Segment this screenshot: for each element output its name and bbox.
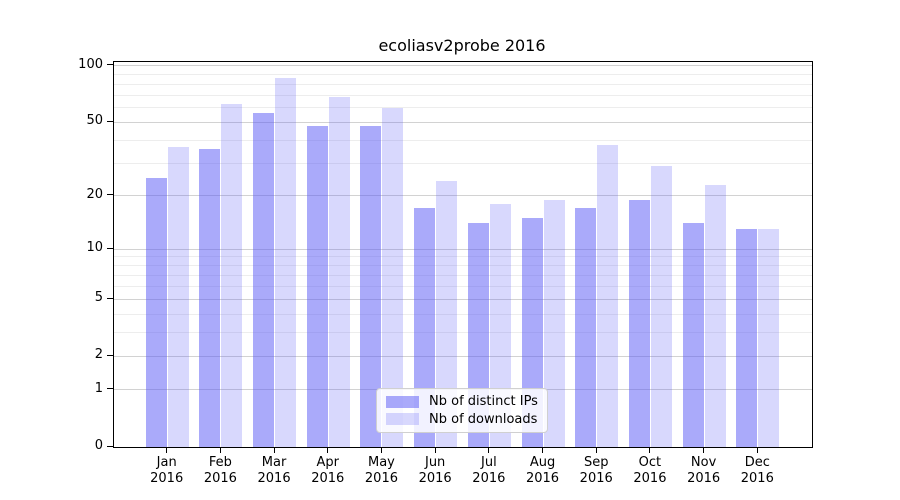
- legend-item-downloads: Nb of downloads: [386, 411, 539, 429]
- bar-downloads-may: [382, 107, 404, 447]
- x-tick-label-aug: Aug 2016: [525, 455, 560, 486]
- bar-downloads-dec: [758, 229, 780, 447]
- bar-ips-may: [360, 125, 382, 447]
- x-tick-nov: [703, 447, 705, 453]
- x-tick-label-nov: Nov 2016: [687, 455, 721, 486]
- x-tick-jul: [488, 447, 490, 453]
- gridline-major-2: [114, 355, 812, 357]
- bar-downloads-jul: [489, 203, 511, 447]
- x-tick-may: [380, 447, 382, 453]
- gridline-minor-90: [114, 74, 812, 76]
- legend-swatch-downloads: [386, 413, 419, 426]
- gridline-minor-8: [114, 265, 812, 267]
- bar-downloads-oct: [650, 166, 672, 447]
- y-tick-2: [107, 354, 113, 356]
- x-tick-label-oct: Oct 2016: [633, 455, 667, 486]
- x-tick-feb: [219, 447, 221, 453]
- x-tick-label-jan: Jan 2016: [150, 455, 184, 486]
- x-tick-oct: [649, 447, 651, 453]
- x-tick-label-may: May 2016: [364, 455, 398, 486]
- y-tick-label-10: 10: [86, 240, 103, 256]
- gridline-minor-30: [114, 162, 812, 164]
- x-tick-apr: [327, 447, 329, 453]
- gridline-major-20: [114, 195, 812, 197]
- bar-downloads-mar: [275, 78, 297, 447]
- y-tick-0: [107, 445, 113, 447]
- x-tick-jun: [434, 447, 436, 453]
- chart-title: ecoliasv2probe 2016: [378, 36, 546, 55]
- gridline-minor-7: [114, 274, 812, 276]
- legend-label-downloads: Nb of downloads: [429, 411, 538, 427]
- bar-ips-jun: [414, 208, 436, 447]
- x-tick-aug: [542, 447, 544, 453]
- x-tick-jan: [166, 447, 168, 453]
- bar-downloads-nov: [704, 184, 726, 447]
- y-tick-label-20: 20: [86, 186, 103, 202]
- legend-swatch-ips: [386, 395, 419, 408]
- gridline-minor-80: [114, 83, 812, 85]
- bar-ips-oct: [628, 199, 650, 447]
- gridline-major-50: [114, 121, 812, 123]
- x-tick-label-jul: Jul 2016: [472, 455, 506, 486]
- y-tick-label-50: 50: [86, 113, 103, 129]
- gridline-minor-3: [114, 332, 812, 334]
- bar-ips-mar: [253, 113, 275, 447]
- gridline-major-10: [114, 248, 812, 250]
- bar-downloads-feb: [221, 103, 243, 447]
- x-tick-label-feb: Feb 2016: [203, 455, 237, 486]
- bar-downloads-jan: [167, 146, 189, 447]
- x-tick-sep: [595, 447, 597, 453]
- bar-ips-feb: [199, 148, 221, 447]
- y-tick-label-1: 1: [94, 380, 103, 396]
- y-tick-label-2: 2: [94, 347, 103, 363]
- plot-area: Nb of distinct IPs Nb of downloads: [113, 61, 813, 448]
- x-tick-mar: [273, 447, 275, 453]
- y-tick-10: [107, 247, 113, 249]
- gridline-major-100: [114, 65, 812, 67]
- y-tick-50: [107, 120, 113, 122]
- bar-downloads-jun: [436, 181, 458, 447]
- gridline-minor-60: [114, 107, 812, 109]
- bar-ips-nov: [682, 223, 704, 447]
- gridline-minor-70: [114, 94, 812, 96]
- gridline-minor-9: [114, 256, 812, 258]
- bar-ips-sep: [575, 208, 597, 447]
- x-tick-label-dec: Dec 2016: [740, 455, 774, 486]
- bar-ips-dec: [736, 229, 758, 447]
- x-tick-label-mar: Mar 2016: [257, 455, 291, 486]
- x-tick-dec: [756, 447, 758, 453]
- gridline-minor-40: [114, 139, 812, 141]
- y-tick-label-5: 5: [94, 290, 103, 306]
- y-tick-label-0: 0: [94, 438, 103, 453]
- gridline-minor-4: [114, 313, 812, 315]
- bar-downloads-apr: [328, 97, 350, 447]
- y-tick-100: [107, 64, 113, 66]
- y-tick-20: [107, 194, 113, 196]
- y-tick-5: [107, 297, 113, 299]
- y-tick-label-100: 100: [78, 56, 103, 72]
- x-tick-label-sep: Sep 2016: [579, 455, 613, 486]
- bar-ips-apr: [306, 125, 328, 447]
- bar-downloads-sep: [597, 144, 619, 447]
- bar-ips-jan: [145, 178, 167, 447]
- legend-item-ips: Nb of distinct IPs: [386, 393, 539, 411]
- x-tick-label-apr: Apr 2016: [311, 455, 345, 486]
- legend-label-ips: Nb of distinct IPs: [429, 394, 538, 410]
- gridline-minor-6: [114, 285, 812, 287]
- legend: Nb of distinct IPs Nb of downloads: [376, 388, 548, 433]
- bar-downloads-aug: [543, 199, 565, 447]
- y-tick-1: [107, 388, 113, 390]
- x-tick-label-jun: Jun 2016: [418, 455, 452, 486]
- gridline-major-5: [114, 298, 812, 300]
